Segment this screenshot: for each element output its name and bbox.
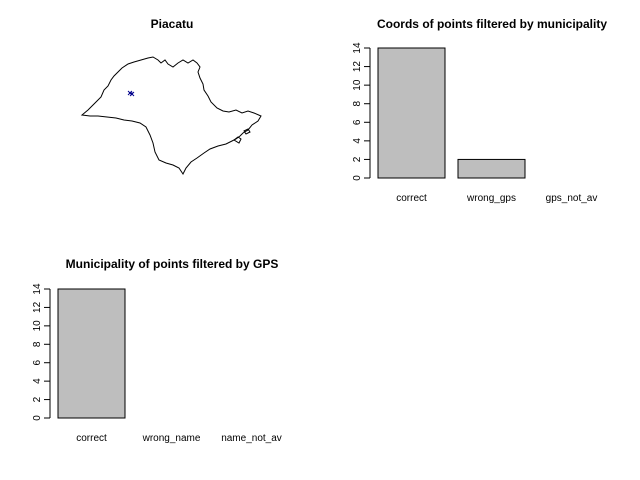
x-category-label: correct: [76, 433, 107, 444]
y-tick-label: 6: [352, 119, 363, 125]
y-tick-label: 8: [32, 341, 43, 347]
map-panel: Piacatu: [80, 17, 262, 175]
bar-chart-coords-filtered: Coords of points filtered by municipalit…: [352, 17, 607, 204]
y-tick-label: 8: [352, 100, 363, 106]
bar: [377, 47, 446, 179]
piacatu-points: [127, 90, 135, 97]
state-outline: [80, 56, 262, 175]
y-tick-label: 2: [352, 156, 363, 162]
x-category-label: name_not_av: [221, 433, 282, 444]
y-tick-label: 12: [32, 301, 43, 313]
y-tick-label: 0: [32, 415, 43, 421]
y-tick-label: 12: [352, 61, 363, 73]
y-tick-label: 6: [32, 359, 43, 365]
y-tick-label: 14: [352, 42, 363, 54]
y-tick-label: 4: [32, 378, 43, 384]
y-tick-label: 14: [32, 283, 43, 295]
x-category-label: wrong_name: [142, 433, 201, 444]
y-tick-label: 10: [32, 320, 43, 332]
x-category-label: wrong_gps: [466, 193, 516, 204]
y-tick-label: 2: [32, 396, 43, 402]
bar: [57, 288, 126, 419]
bar: [457, 158, 526, 179]
bar-chart-municipality-filtered: Municipality of points filtered by GPS 0…: [32, 257, 282, 444]
x-category-label: gps_not_av: [546, 193, 598, 204]
y-tick-label: 10: [352, 79, 363, 91]
point-marker: [129, 91, 135, 97]
y-tick-label: 0: [352, 175, 363, 181]
chart-title: Municipality of points filtered by GPS: [66, 257, 279, 271]
map-title: Piacatu: [151, 17, 194, 31]
x-category-label: correct: [396, 193, 427, 204]
coast-islands: [233, 128, 251, 144]
y-tick-label: 4: [352, 138, 363, 144]
chart-title: Coords of points filtered by municipalit…: [377, 17, 607, 31]
